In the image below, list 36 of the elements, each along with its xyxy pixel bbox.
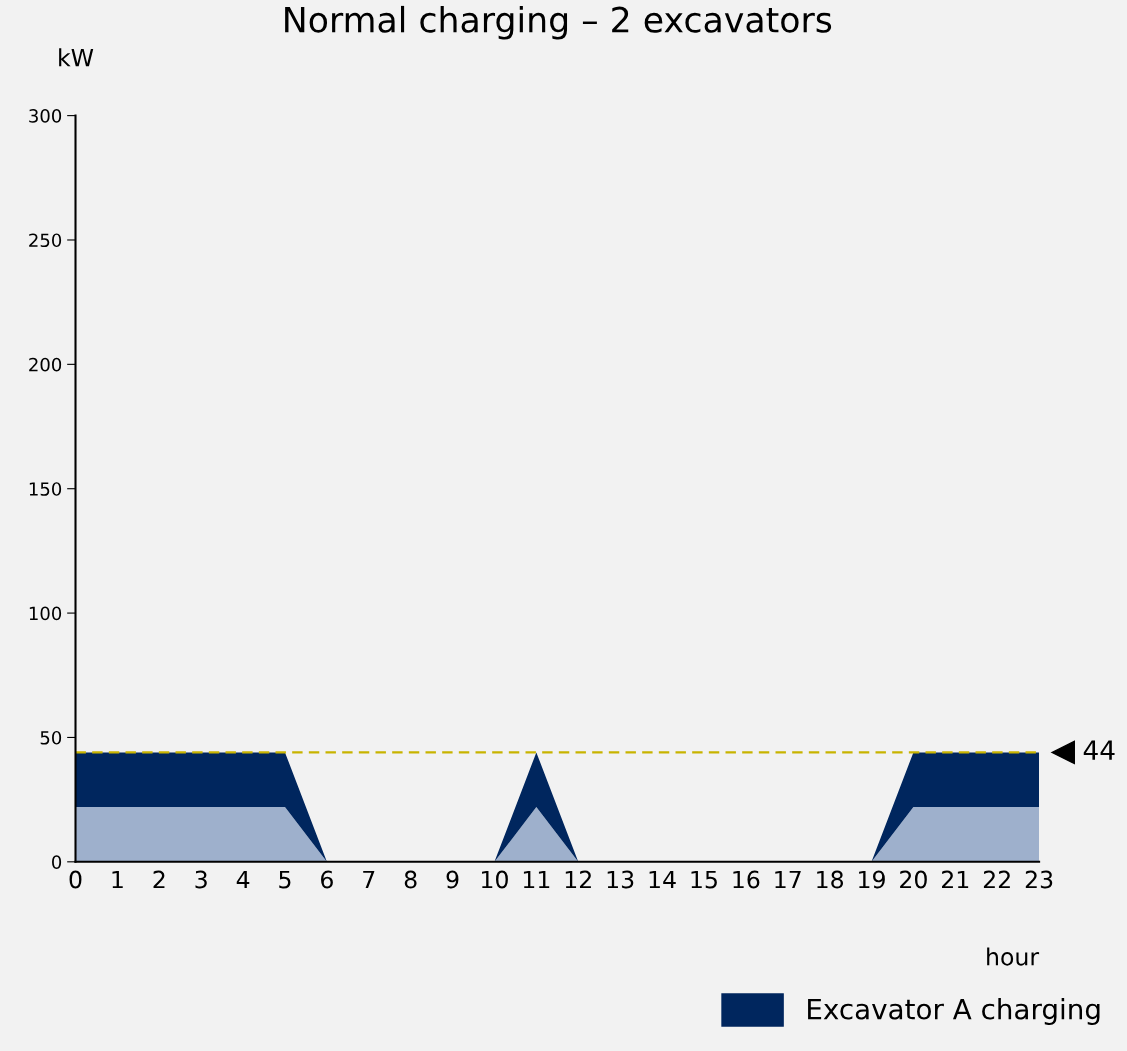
y-tick-label: 150	[29, 482, 62, 496]
x-tick-label: 19	[859, 870, 885, 889]
x-tick-label: 23	[1025, 870, 1053, 889]
y-tick-label: 0	[52, 855, 62, 869]
x-tick-label: 7	[363, 870, 375, 889]
x-tick-label: 17	[775, 870, 801, 889]
x-tick-label: 4	[236, 870, 250, 889]
x-tick-label: 0	[69, 870, 82, 889]
x-tick-label: 16	[733, 870, 760, 889]
x-tick-label: 15	[691, 870, 717, 889]
x-tick-label: 3	[195, 870, 207, 889]
y-tick-label: 300	[29, 109, 62, 123]
legend-label: Excavator A charging	[808, 998, 1100, 1025]
x-tick-label: 5	[279, 870, 291, 889]
x-tick-label: 14	[649, 870, 676, 889]
chart-title: Normal charging – 2 excavators	[285, 5, 832, 40]
ref-line-label: 44	[1083, 740, 1115, 760]
x-tick-label: 12	[565, 870, 591, 889]
y-tick-label: 50	[40, 730, 62, 745]
x-tick-label: 6	[321, 870, 333, 889]
x-tick-label: 11	[523, 870, 550, 889]
x-tick-label: 10	[482, 870, 508, 889]
x-tick-label: 2	[153, 870, 165, 889]
x-tick-label: 20	[900, 870, 927, 889]
x-axis-title: hour	[987, 947, 1040, 966]
y-tick-label: 250	[29, 233, 62, 248]
y-tick-label: 200	[29, 357, 62, 372]
x-tick-label: 13	[607, 870, 634, 889]
x-tick-label: 21	[942, 870, 969, 889]
y-axis-title: kW	[59, 48, 94, 67]
y-tick-label: 100	[29, 606, 62, 621]
x-tick-label: 18	[817, 870, 844, 889]
x-tick-label: 9	[446, 870, 459, 889]
x-tick-label: 1	[112, 870, 123, 889]
x-tick-label: 8	[404, 870, 417, 889]
x-tick-label: 22	[983, 870, 1010, 889]
